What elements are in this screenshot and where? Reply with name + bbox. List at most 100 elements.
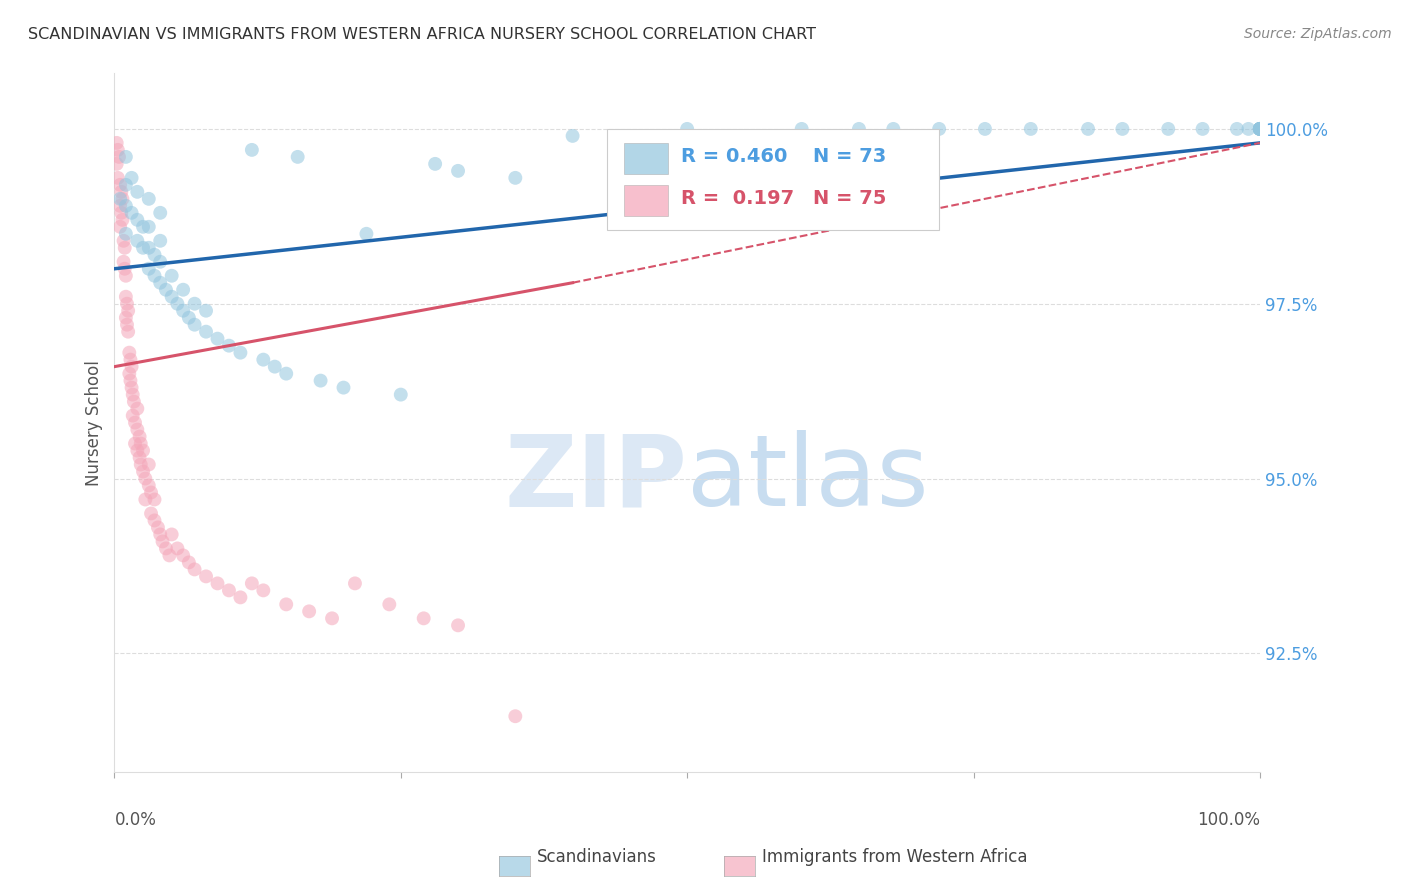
Point	[240, 576, 263, 591]
Point	[229, 345, 252, 359]
Point	[412, 611, 434, 625]
Point	[1111, 122, 1133, 136]
Point	[1249, 122, 1271, 136]
Point	[447, 164, 470, 178]
Point	[149, 206, 172, 220]
Point	[152, 534, 174, 549]
Point	[108, 219, 131, 234]
Point	[321, 611, 343, 625]
Point	[117, 303, 139, 318]
Point	[115, 296, 138, 310]
Point	[1249, 122, 1271, 136]
Point	[928, 122, 950, 136]
Point	[115, 268, 138, 283]
Point	[127, 423, 149, 437]
Point	[207, 576, 229, 591]
Point	[276, 367, 298, 381]
Point	[143, 513, 166, 527]
Point	[115, 290, 138, 304]
Point	[108, 178, 131, 192]
Point	[110, 185, 132, 199]
Point	[195, 325, 218, 339]
Point	[287, 150, 309, 164]
Point	[1249, 122, 1271, 136]
Point	[733, 128, 755, 143]
Point	[118, 367, 141, 381]
Point	[332, 381, 354, 395]
Point	[157, 549, 180, 563]
Point	[112, 254, 135, 268]
Point	[1249, 122, 1271, 136]
Point	[848, 122, 870, 136]
Point	[1019, 122, 1042, 136]
Point	[1249, 122, 1271, 136]
Point	[110, 206, 132, 220]
Point	[129, 458, 152, 472]
Point	[107, 170, 129, 185]
Point	[183, 562, 205, 576]
Point	[138, 261, 160, 276]
Point	[149, 527, 172, 541]
Point	[143, 492, 166, 507]
Point	[138, 241, 160, 255]
Point	[134, 471, 156, 485]
Text: Source: ZipAtlas.com: Source: ZipAtlas.com	[1244, 27, 1392, 41]
Point	[117, 325, 139, 339]
Point	[1249, 122, 1271, 136]
Y-axis label: Nursery School: Nursery School	[86, 359, 103, 485]
Point	[108, 150, 131, 164]
Point	[105, 157, 128, 171]
Point	[139, 507, 162, 521]
Point	[378, 598, 401, 612]
Text: atlas: atlas	[688, 430, 929, 527]
Point	[115, 310, 138, 325]
Point	[127, 185, 149, 199]
Point	[127, 401, 149, 416]
Point	[172, 283, 194, 297]
Point	[128, 450, 150, 465]
Point	[1249, 122, 1271, 136]
Point	[177, 310, 200, 325]
Point	[1237, 122, 1260, 136]
Point	[1191, 122, 1213, 136]
Point	[132, 465, 155, 479]
Point	[112, 234, 135, 248]
Point	[172, 549, 194, 563]
Text: SCANDINAVIAN VS IMMIGRANTS FROM WESTERN AFRICA NURSERY SCHOOL CORRELATION CHART: SCANDINAVIAN VS IMMIGRANTS FROM WESTERN …	[28, 27, 815, 42]
Text: ZIP: ZIP	[505, 430, 688, 527]
Point	[138, 219, 160, 234]
Point	[790, 122, 813, 136]
Point	[1157, 122, 1180, 136]
Point	[127, 212, 149, 227]
Point	[132, 241, 155, 255]
Point	[121, 381, 143, 395]
Point	[423, 157, 446, 171]
Point	[298, 604, 321, 618]
Text: 100.0%: 100.0%	[1197, 811, 1260, 829]
Point	[252, 352, 274, 367]
Text: R =  0.197: R = 0.197	[682, 189, 794, 209]
Point	[160, 527, 183, 541]
Point	[183, 296, 205, 310]
Point	[240, 143, 263, 157]
Point	[155, 283, 177, 297]
Point	[122, 394, 145, 409]
Point	[676, 122, 699, 136]
Point	[134, 492, 156, 507]
Point	[128, 429, 150, 443]
Point	[132, 219, 155, 234]
Point	[160, 290, 183, 304]
Point	[121, 359, 143, 374]
Point	[124, 436, 146, 450]
Point	[115, 227, 138, 241]
Point	[389, 387, 412, 401]
Point	[124, 416, 146, 430]
Point	[149, 276, 172, 290]
Point	[115, 150, 138, 164]
FancyBboxPatch shape	[624, 185, 668, 217]
Point	[218, 583, 240, 598]
FancyBboxPatch shape	[624, 143, 668, 174]
Point	[177, 556, 200, 570]
Point	[138, 458, 160, 472]
Point	[120, 352, 142, 367]
